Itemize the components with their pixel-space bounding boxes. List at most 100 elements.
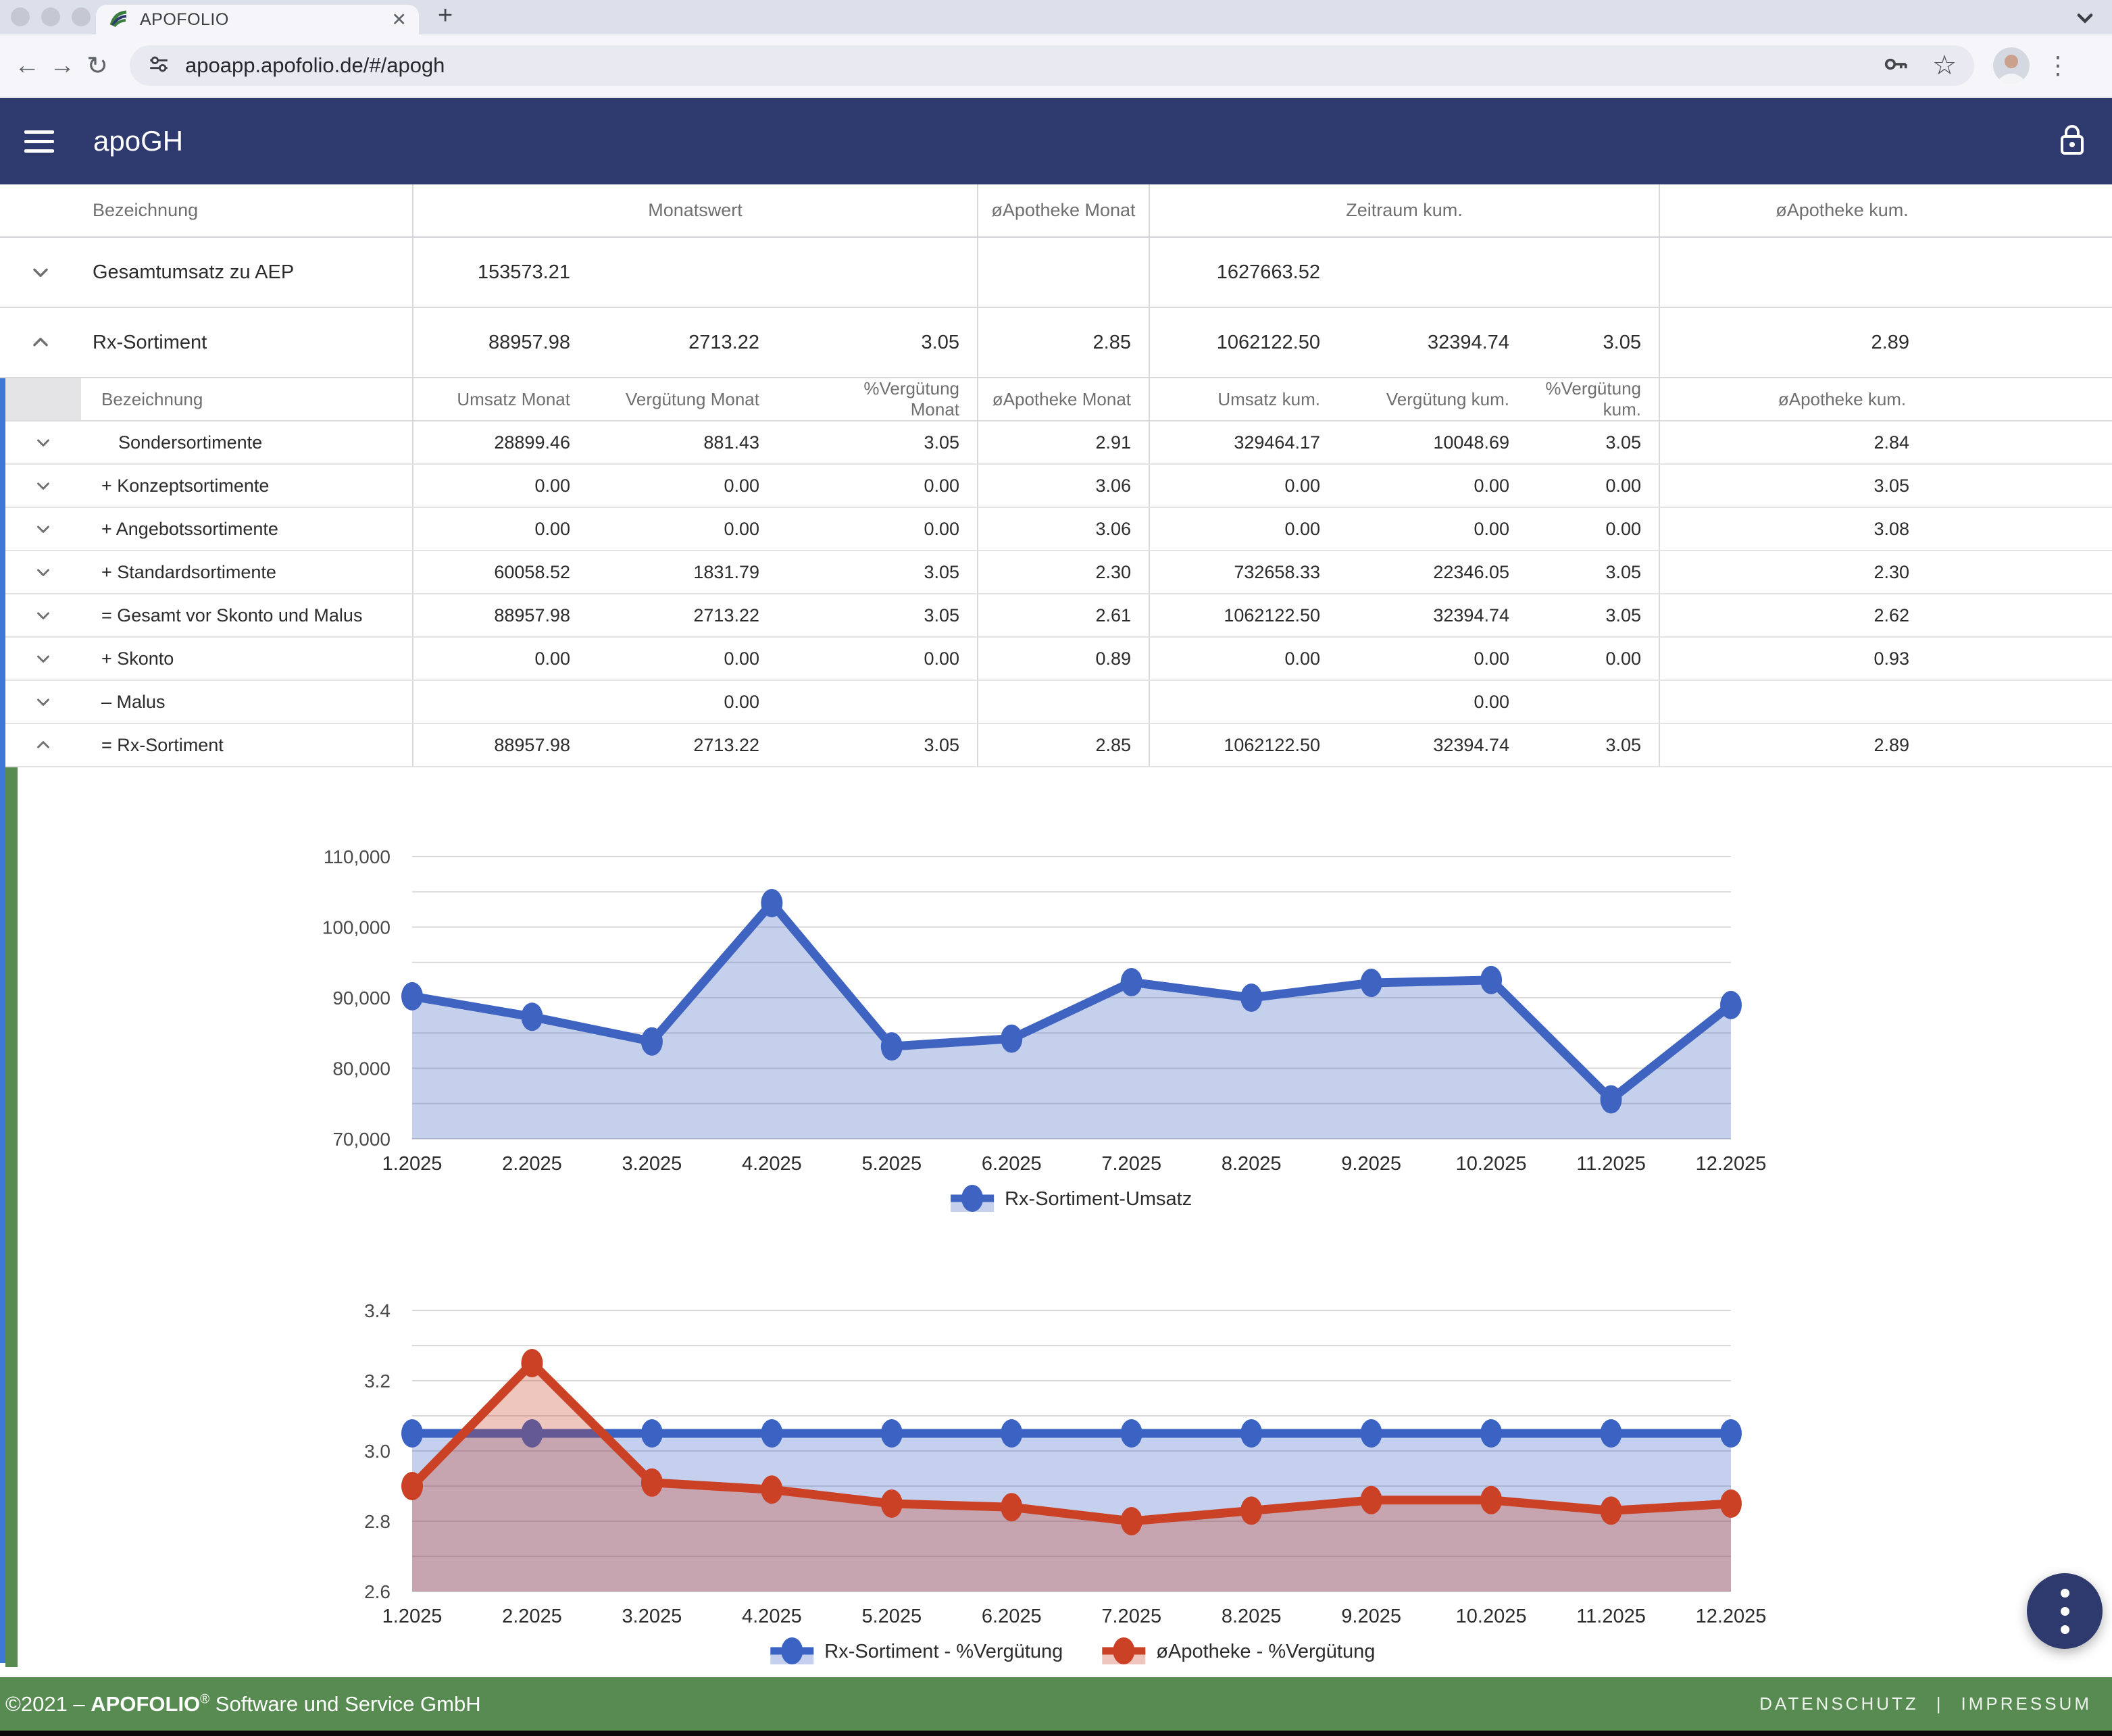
- browser-tab[interactable]: APOFOLIO ✕: [96, 5, 419, 34]
- bookmark-star-icon[interactable]: ☆: [1932, 50, 1957, 81]
- column-header: øApotheke kum.: [1659, 184, 2112, 236]
- column-header: Bezeichnung: [81, 184, 412, 236]
- column-header: Zeitraum kum.: [1149, 184, 1659, 236]
- cell-value: 1062122.50: [1149, 724, 1338, 766]
- svg-text:6.2025: 6.2025: [982, 1153, 1042, 1175]
- table-row: = Rx-Sortiment88957.982713.223.052.85106…: [5, 724, 2112, 767]
- cell-value: 2.30: [977, 551, 1149, 593]
- chevron-down-icon[interactable]: [5, 681, 81, 723]
- svg-text:7.2025: 7.2025: [1101, 1606, 1161, 1627]
- svg-text:10.2025: 10.2025: [1456, 1153, 1527, 1175]
- chevron-up-icon[interactable]: [5, 724, 81, 766]
- browser-menu-kebab-icon[interactable]: ⋮: [2046, 51, 2070, 80]
- cell-value: 1831.79: [588, 551, 777, 593]
- svg-text:100,000: 100,000: [322, 917, 391, 938]
- reload-button[interactable]: ↻: [80, 51, 115, 81]
- row-label: = Gesamt vor Skonto und Malus: [81, 594, 412, 636]
- cell-value: 10048.69: [1338, 422, 1527, 463]
- back-button[interactable]: ←: [9, 51, 45, 80]
- cell-value: [412, 681, 588, 723]
- cell-value: 88957.98: [412, 308, 588, 377]
- footer-link-datenschutz[interactable]: DATENSCHUTZ: [1759, 1693, 1919, 1714]
- chevron-down-icon[interactable]: [5, 465, 81, 507]
- cell-value: [1149, 681, 1338, 723]
- subtable-header: Bezeichnung Umsatz Monat Vergütung Monat…: [5, 378, 2112, 422]
- cell-value: 0.00: [412, 465, 588, 507]
- footer-link-impressum[interactable]: IMPRESSUM: [1961, 1693, 2092, 1714]
- chevron-down-icon[interactable]: [5, 551, 81, 593]
- cell-value: 2713.22: [588, 308, 777, 377]
- hamburger-menu-icon[interactable]: [24, 130, 54, 153]
- svg-text:Rx-Sortiment-Umsatz: Rx-Sortiment-Umsatz: [1005, 1188, 1192, 1210]
- svg-text:70,000: 70,000: [332, 1129, 391, 1150]
- tune-icon[interactable]: [147, 53, 170, 79]
- window-close-button[interactable]: [11, 7, 30, 26]
- chart-section-indicator-green: [5, 767, 18, 1667]
- table-row: + Standardsortimente60058.521831.793.052…: [5, 551, 2112, 594]
- svg-text:9.2025: 9.2025: [1341, 1606, 1401, 1627]
- cell-value: 3.05: [777, 551, 977, 593]
- app-footer: ©2021 – APOFOLIO® Software und Service G…: [0, 1677, 2112, 1731]
- window-minimize-button[interactable]: [41, 7, 60, 26]
- profile-avatar[interactable]: [1993, 47, 2030, 84]
- row-label: + Skonto: [81, 638, 412, 680]
- svg-text:5.2025: 5.2025: [861, 1606, 922, 1627]
- cell-value: [777, 681, 977, 723]
- svg-text:2.2025: 2.2025: [502, 1153, 562, 1175]
- cell-value: 2713.22: [588, 594, 777, 636]
- cell-value: 3.05: [777, 724, 977, 766]
- table-row: – Malus0.000.00: [5, 681, 2112, 724]
- password-key-icon[interactable]: [1881, 50, 1909, 82]
- svg-text:2.2025: 2.2025: [502, 1606, 562, 1627]
- svg-text:1.2025: 1.2025: [382, 1606, 443, 1627]
- chart-options-fab[interactable]: [2027, 1573, 2103, 1649]
- cell-value: 3.08: [1659, 508, 2112, 550]
- cell-value: 0.00: [1527, 465, 1659, 507]
- chevron-down-icon[interactable]: [5, 508, 81, 550]
- cell-value: 3.05: [1527, 594, 1659, 636]
- cell-value: 2.89: [1659, 308, 2112, 377]
- forward-button[interactable]: →: [45, 51, 80, 80]
- table-row: + Konzeptsortimente0.000.000.003.060.000…: [5, 465, 2112, 508]
- chevron-up-icon[interactable]: [0, 308, 81, 377]
- row-label: + Standardsortimente: [81, 551, 412, 593]
- cell-value: 2.61: [977, 594, 1149, 636]
- expanded-group-indicator-blue: [0, 378, 5, 1663]
- cell-value: 0.00: [588, 681, 777, 723]
- window-zoom-button[interactable]: [72, 7, 91, 26]
- svg-text:øApotheke - %Vergütung: øApotheke - %Vergütung: [1156, 1641, 1375, 1662]
- chevron-down-icon[interactable]: [0, 238, 81, 307]
- cell-value: 3.05: [1527, 551, 1659, 593]
- cell-value: 881.43: [588, 422, 777, 463]
- lock-icon[interactable]: [2057, 122, 2088, 161]
- tab-title: APOFOLIO: [140, 10, 229, 30]
- cell-value: 0.00: [1338, 638, 1527, 680]
- cell-value: 60058.52: [412, 551, 588, 593]
- column-header: øApotheke Monat: [977, 378, 1149, 420]
- chevron-down-icon[interactable]: [5, 422, 81, 463]
- cell-value: 0.00: [777, 508, 977, 550]
- table-row: = Gesamt vor Skonto und Malus88957.98271…: [5, 594, 2112, 638]
- cell-value: 2.91: [977, 422, 1149, 463]
- url-text[interactable]: apoapp.apofolio.de/#/apogh: [185, 53, 1881, 78]
- cell-value: [977, 238, 1149, 307]
- chevron-down-icon[interactable]: [2070, 3, 2100, 36]
- svg-text:9.2025: 9.2025: [1341, 1153, 1401, 1175]
- svg-text:3.0: 3.0: [364, 1441, 391, 1462]
- cell-value: 0.00: [1527, 508, 1659, 550]
- cell-value: 22346.05: [1338, 551, 1527, 593]
- favicon: [108, 7, 130, 32]
- cell-value: 0.93: [1659, 638, 2112, 680]
- chevron-down-icon[interactable]: [5, 594, 81, 636]
- chevron-down-icon[interactable]: [5, 638, 81, 680]
- table-row: Sondersortimente28899.46881.433.052.9132…: [5, 422, 2112, 465]
- svg-text:4.2025: 4.2025: [742, 1606, 802, 1627]
- url-bar[interactable]: apoapp.apofolio.de/#/apogh ☆: [130, 45, 1974, 86]
- svg-text:6.2025: 6.2025: [982, 1606, 1042, 1627]
- svg-text:8.2025: 8.2025: [1222, 1606, 1282, 1627]
- column-header: øApotheke Monat: [977, 184, 1149, 236]
- summary-table: Bezeichnung Monatswert øApotheke Monat Z…: [0, 184, 2112, 378]
- new-tab-button[interactable]: +: [438, 1, 453, 30]
- cell-value: 0.00: [1149, 638, 1338, 680]
- tab-close-icon[interactable]: ✕: [391, 9, 407, 30]
